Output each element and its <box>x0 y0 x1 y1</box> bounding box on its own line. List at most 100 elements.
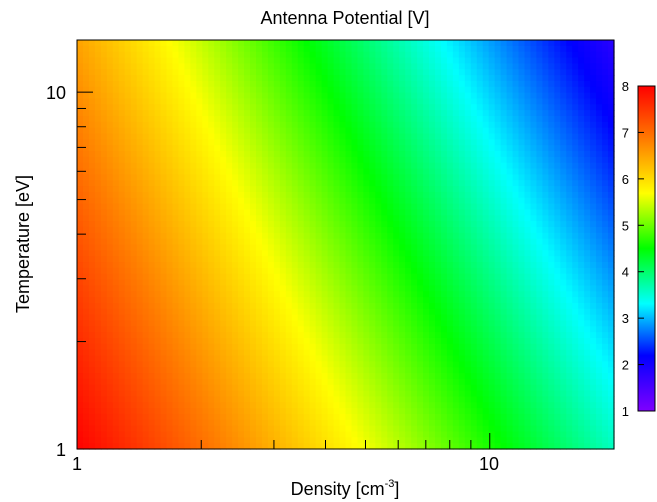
heatmap-cell <box>339 197 347 205</box>
heatmap-cell <box>321 104 329 111</box>
heatmap-cell <box>357 285 364 292</box>
heatmap-cell <box>178 431 185 438</box>
heatmap-cell <box>154 250 162 257</box>
heatmap-cell <box>77 361 84 368</box>
heatmap-cell <box>297 349 305 357</box>
heatmap-cell <box>464 349 472 357</box>
heatmap-cell <box>142 413 150 421</box>
heatmap-cell <box>267 156 275 164</box>
heatmap-cell <box>154 314 162 322</box>
heatmap-cell <box>363 145 370 152</box>
heatmap-cell <box>220 256 227 263</box>
heatmap-cell <box>411 168 418 175</box>
heatmap-cell <box>226 63 233 70</box>
heatmap-cell <box>327 133 335 140</box>
heatmap-cell <box>166 180 174 187</box>
heatmap-cell <box>232 145 239 152</box>
heatmap-cell <box>261 349 269 357</box>
heatmap-cell <box>405 285 412 292</box>
heatmap-cell <box>375 355 382 362</box>
heatmap-cell <box>279 63 287 70</box>
heatmap-cell <box>494 302 502 310</box>
heatmap-cell <box>154 121 162 129</box>
heatmap-cell <box>399 256 406 263</box>
heatmap-cell <box>315 232 323 240</box>
heatmap-cell <box>393 437 400 444</box>
heatmap-cell <box>381 162 388 170</box>
heatmap-cell <box>285 390 293 398</box>
heatmap-cell <box>172 80 180 88</box>
heatmap-cell <box>256 273 263 281</box>
heatmap-cell <box>327 384 335 392</box>
heatmap-cell <box>238 45 245 53</box>
heatmap-cell <box>112 203 120 211</box>
heatmap-cell <box>118 337 126 345</box>
heatmap-cell <box>106 390 114 398</box>
heatmap-cell <box>82 139 90 146</box>
heatmap-cell <box>232 115 239 123</box>
heatmap-cell <box>291 98 299 105</box>
heatmap-cell <box>411 419 418 427</box>
heatmap-cell <box>488 197 496 205</box>
heatmap-cell <box>142 367 150 374</box>
heatmap-cell <box>88 162 96 170</box>
heatmap-cell <box>184 302 191 310</box>
heatmap-cell <box>351 115 359 123</box>
heatmap-cell <box>232 80 239 88</box>
heatmap-cell <box>291 40 299 47</box>
heatmap-cell <box>327 57 335 64</box>
heatmap-cell <box>94 256 102 263</box>
heatmap-cell <box>369 186 376 193</box>
heatmap-cell <box>100 302 108 310</box>
heatmap-cell <box>148 408 156 415</box>
heatmap-cell <box>106 361 114 368</box>
heatmap-cell <box>190 413 197 421</box>
heatmap-cell <box>88 215 96 222</box>
heatmap-cell <box>148 291 156 298</box>
heatmap-cell <box>339 273 347 281</box>
heatmap-cell <box>321 308 329 316</box>
heatmap-cell <box>184 361 191 368</box>
heatmap-cell <box>488 355 496 362</box>
heatmap-cell <box>333 238 341 246</box>
heatmap-cell <box>321 443 329 450</box>
heatmap-cell <box>440 419 448 427</box>
heatmap-cell <box>273 308 281 316</box>
heatmap-cell <box>381 180 388 187</box>
heatmap-cell <box>220 238 227 246</box>
heatmap-cell <box>339 86 347 94</box>
heatmap-cell <box>315 151 323 158</box>
heatmap-cell <box>369 273 376 281</box>
heatmap-cell <box>196 308 203 316</box>
heatmap-cell <box>333 326 341 333</box>
heatmap-cell <box>136 92 144 100</box>
heatmap-cell <box>363 98 370 105</box>
heatmap-cell <box>297 226 305 234</box>
heatmap-cell <box>327 390 335 398</box>
heatmap-cell <box>303 127 311 135</box>
heatmap-cell <box>273 40 281 47</box>
heatmap-cell <box>250 285 257 292</box>
heatmap-cell <box>345 226 353 234</box>
heatmap-cell <box>387 203 394 211</box>
heatmap-cell <box>339 127 347 135</box>
heatmap-cell <box>190 151 197 158</box>
heatmap-cell <box>393 250 400 257</box>
heatmap-cell <box>297 127 305 135</box>
heatmap-cell <box>315 215 323 222</box>
heatmap-cell <box>446 133 454 140</box>
heatmap-cell <box>160 145 168 152</box>
heatmap-cell <box>381 63 388 70</box>
heatmap-cell <box>411 302 418 310</box>
heatmap-cell <box>345 145 353 152</box>
heatmap-cell <box>226 86 233 94</box>
heatmap-cell <box>476 75 484 82</box>
heatmap-cell <box>226 104 233 111</box>
heatmap-cell <box>178 343 185 351</box>
heatmap-cell <box>214 215 221 222</box>
heatmap-cell <box>136 297 144 304</box>
heatmap-cell <box>184 262 191 269</box>
heatmap-cell <box>136 291 144 298</box>
heatmap-cell <box>411 378 418 386</box>
heatmap-cell <box>387 180 394 187</box>
